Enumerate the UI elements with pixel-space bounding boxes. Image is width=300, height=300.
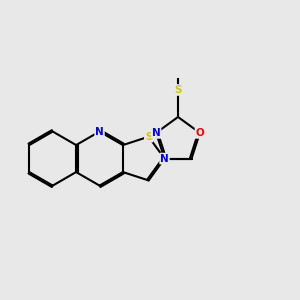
Text: S: S [174, 85, 182, 95]
Text: S: S [145, 132, 152, 142]
Text: N: N [95, 127, 104, 136]
Text: N: N [152, 128, 161, 138]
Text: O: O [196, 128, 204, 138]
Text: N: N [160, 154, 169, 164]
